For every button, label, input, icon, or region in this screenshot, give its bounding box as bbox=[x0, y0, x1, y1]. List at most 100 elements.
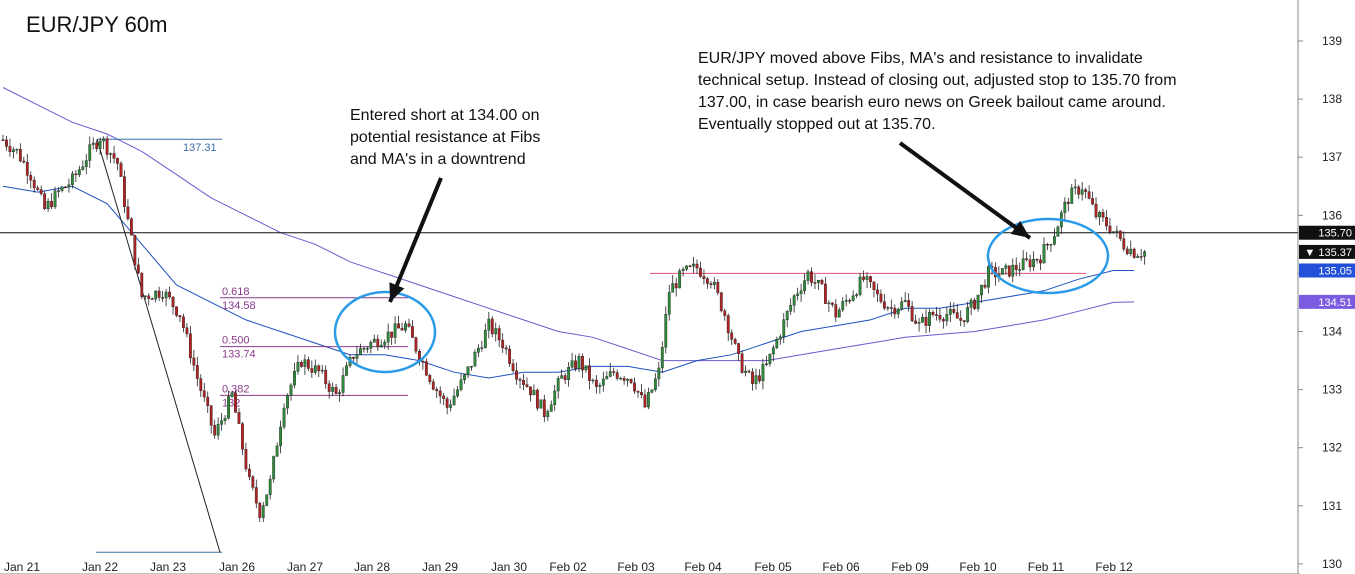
x-tick-label: Jan 28 bbox=[354, 560, 390, 574]
candle-body bbox=[712, 281, 716, 285]
candle-body bbox=[841, 301, 845, 311]
x-tick-label: Jan 29 bbox=[422, 560, 458, 574]
candle-body bbox=[452, 395, 456, 405]
candle-body bbox=[230, 392, 234, 397]
candle-body bbox=[91, 142, 95, 145]
candle-body bbox=[643, 394, 647, 408]
candle-body bbox=[928, 312, 931, 326]
candle-body bbox=[830, 302, 834, 305]
candle-body bbox=[938, 314, 942, 320]
candle-body bbox=[907, 300, 911, 307]
candle-body bbox=[178, 315, 182, 318]
candle-body bbox=[1132, 248, 1136, 258]
candle-body bbox=[1000, 268, 1004, 275]
candle-body bbox=[914, 320, 918, 324]
candle-body bbox=[216, 424, 220, 436]
candle-body bbox=[515, 370, 518, 380]
y-tick-label: 133 bbox=[1322, 383, 1342, 397]
candle-body bbox=[411, 326, 414, 338]
candle-body bbox=[345, 365, 348, 376]
y-tick-label: 130 bbox=[1322, 557, 1342, 571]
candle-body bbox=[57, 190, 60, 192]
candle-body bbox=[660, 346, 664, 369]
candle-body bbox=[39, 189, 43, 194]
candle-body bbox=[150, 298, 154, 300]
candle-body bbox=[796, 293, 800, 296]
candle-body bbox=[1070, 187, 1074, 204]
price-tag-box bbox=[1299, 225, 1355, 240]
candle-body bbox=[959, 318, 963, 321]
candle-body bbox=[737, 343, 741, 354]
candle-body bbox=[1111, 231, 1115, 233]
candle-body bbox=[542, 399, 546, 418]
candle-body bbox=[775, 339, 779, 348]
candle-body bbox=[730, 332, 734, 340]
candle-body bbox=[12, 149, 15, 152]
stop-arrow-head bbox=[1010, 220, 1030, 238]
candle-body bbox=[1053, 236, 1056, 245]
candle-body bbox=[886, 307, 890, 309]
candle-body bbox=[747, 370, 751, 373]
candle-body bbox=[584, 365, 588, 371]
candle-body bbox=[43, 193, 47, 210]
candle-body bbox=[924, 317, 928, 326]
candle-body bbox=[667, 292, 671, 315]
candle-body bbox=[213, 425, 217, 436]
candle-body bbox=[227, 396, 230, 419]
candle-body bbox=[445, 398, 449, 408]
candle-body bbox=[539, 399, 543, 409]
candle-body bbox=[487, 318, 491, 331]
candle-body bbox=[286, 395, 289, 409]
candle-body bbox=[22, 160, 26, 163]
candle-body bbox=[435, 389, 439, 392]
candle-body bbox=[251, 476, 255, 488]
candle-body bbox=[88, 144, 92, 161]
fib-ratio-label: 0.618 bbox=[222, 286, 250, 298]
candle-body bbox=[95, 142, 99, 149]
candle-body bbox=[948, 309, 952, 315]
candle-body bbox=[678, 270, 682, 289]
candle-body bbox=[778, 336, 782, 340]
candle-body bbox=[261, 505, 265, 518]
candle-body bbox=[105, 138, 109, 155]
annotation-line: EUR/JPY moved above Fibs, MA's and resis… bbox=[698, 50, 1143, 67]
annotation-line: 137.00, in case bearish euro news on Gre… bbox=[698, 94, 1166, 111]
candle-body bbox=[32, 179, 36, 189]
candle-body bbox=[1080, 189, 1084, 195]
candle-body bbox=[1129, 248, 1133, 255]
candle-body bbox=[362, 348, 366, 350]
candle-body bbox=[941, 319, 945, 322]
candle-body bbox=[806, 271, 810, 281]
x-tick-label: Feb 02 bbox=[549, 560, 587, 574]
candle-body bbox=[247, 468, 251, 477]
candle-body bbox=[1014, 264, 1018, 270]
candle-body bbox=[310, 368, 314, 373]
candle-body bbox=[952, 309, 956, 313]
stop-arrow-shaft bbox=[898, 141, 1032, 240]
stop-circle bbox=[986, 217, 1110, 295]
candle-body bbox=[834, 304, 838, 318]
candle-body bbox=[522, 379, 525, 385]
y-tick-label: 136 bbox=[1322, 208, 1342, 222]
price-tag-label: 135.70 bbox=[1318, 228, 1352, 240]
candle-body bbox=[112, 153, 116, 159]
candle-body bbox=[50, 200, 53, 208]
candle-body bbox=[109, 153, 112, 155]
candle-body bbox=[379, 344, 383, 348]
candle-body bbox=[202, 390, 206, 398]
candle-body bbox=[414, 337, 418, 352]
candle-body bbox=[296, 362, 300, 372]
candle-body bbox=[685, 265, 688, 270]
candle-body bbox=[817, 280, 820, 283]
candle-body bbox=[1073, 186, 1077, 189]
chart-title: EUR/JPY 60m bbox=[26, 12, 168, 37]
candle-body bbox=[123, 176, 126, 207]
candle-body bbox=[1122, 238, 1126, 250]
candle-body bbox=[25, 161, 29, 176]
candle-body bbox=[1101, 212, 1105, 218]
candle-body bbox=[480, 347, 484, 349]
candle-body bbox=[799, 290, 803, 295]
candle-body bbox=[372, 338, 376, 343]
y-tick-label: 134 bbox=[1322, 325, 1342, 339]
candle-body bbox=[331, 387, 335, 392]
